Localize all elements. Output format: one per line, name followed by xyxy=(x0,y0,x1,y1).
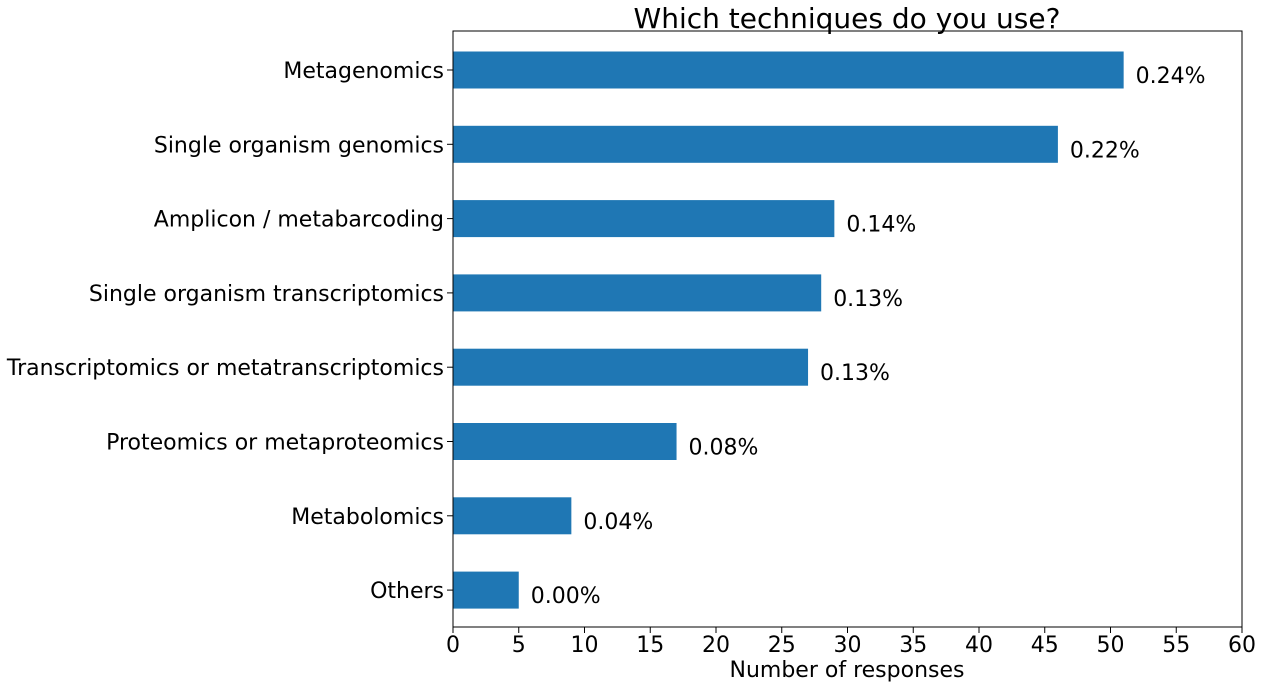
bars-group xyxy=(453,51,1124,609)
bar xyxy=(453,125,1058,163)
x-tick-label: 55 xyxy=(1162,633,1190,658)
bar xyxy=(453,51,1124,89)
x-ticks-group: 0 5 10 15 20 25 30 35 40 45 50 55 60 xyxy=(446,627,1256,658)
bar xyxy=(453,274,822,312)
data-label: 0.00% xyxy=(531,584,601,609)
x-tick-label: 35 xyxy=(899,633,927,658)
category-label: Others xyxy=(370,579,444,604)
category-label: Proteomics or metaproteomics xyxy=(106,431,444,456)
x-tick-label: 30 xyxy=(834,633,862,658)
data-label: 0.13% xyxy=(820,361,890,386)
category-label: Single organism genomics xyxy=(154,133,444,158)
data-label: 0.08% xyxy=(689,436,759,461)
x-tick-label: 40 xyxy=(965,633,993,658)
x-axis-label: Number of responses xyxy=(730,658,965,683)
category-label: Amplicon / metabarcoding xyxy=(154,208,444,233)
bar xyxy=(453,348,809,386)
category-labels-group: Metagenomics Single organism genomics Ampl… xyxy=(6,59,453,604)
category-label: Metagenomics xyxy=(283,59,444,84)
bar xyxy=(453,423,677,460)
x-tick-label: 60 xyxy=(1228,633,1256,658)
data-labels-group: 0.24% 0.22% 0.14% 0.13% 0.13% 0.08% 0.04% 0.00% xyxy=(531,64,1206,609)
data-label: 0.04% xyxy=(583,510,653,535)
data-label: 0.22% xyxy=(1070,138,1140,163)
bar xyxy=(453,497,572,535)
data-label: 0.14% xyxy=(846,213,916,238)
plot-frame xyxy=(452,30,1243,628)
x-tick-label: 15 xyxy=(636,633,664,658)
x-tick-label: 25 xyxy=(768,633,796,658)
category-label: Single organism transcriptomics xyxy=(89,282,444,307)
x-tick-label: 10 xyxy=(571,633,599,658)
bar xyxy=(453,200,835,238)
chart-title: Which techniques do you use? xyxy=(634,2,1061,35)
category-label: Metabolomics xyxy=(291,505,444,530)
data-label: 0.13% xyxy=(833,287,903,312)
data-label: 0.24% xyxy=(1136,64,1206,89)
x-tick-label: 5 xyxy=(512,633,526,658)
x-tick-label: 20 xyxy=(702,633,730,658)
x-tick-label: 0 xyxy=(446,633,460,658)
category-label: Transcriptomics or metatranscriptomics xyxy=(6,356,444,381)
bar xyxy=(453,571,519,609)
x-tick-label: 50 xyxy=(1097,633,1125,658)
x-tick-label: 45 xyxy=(1031,633,1059,658)
